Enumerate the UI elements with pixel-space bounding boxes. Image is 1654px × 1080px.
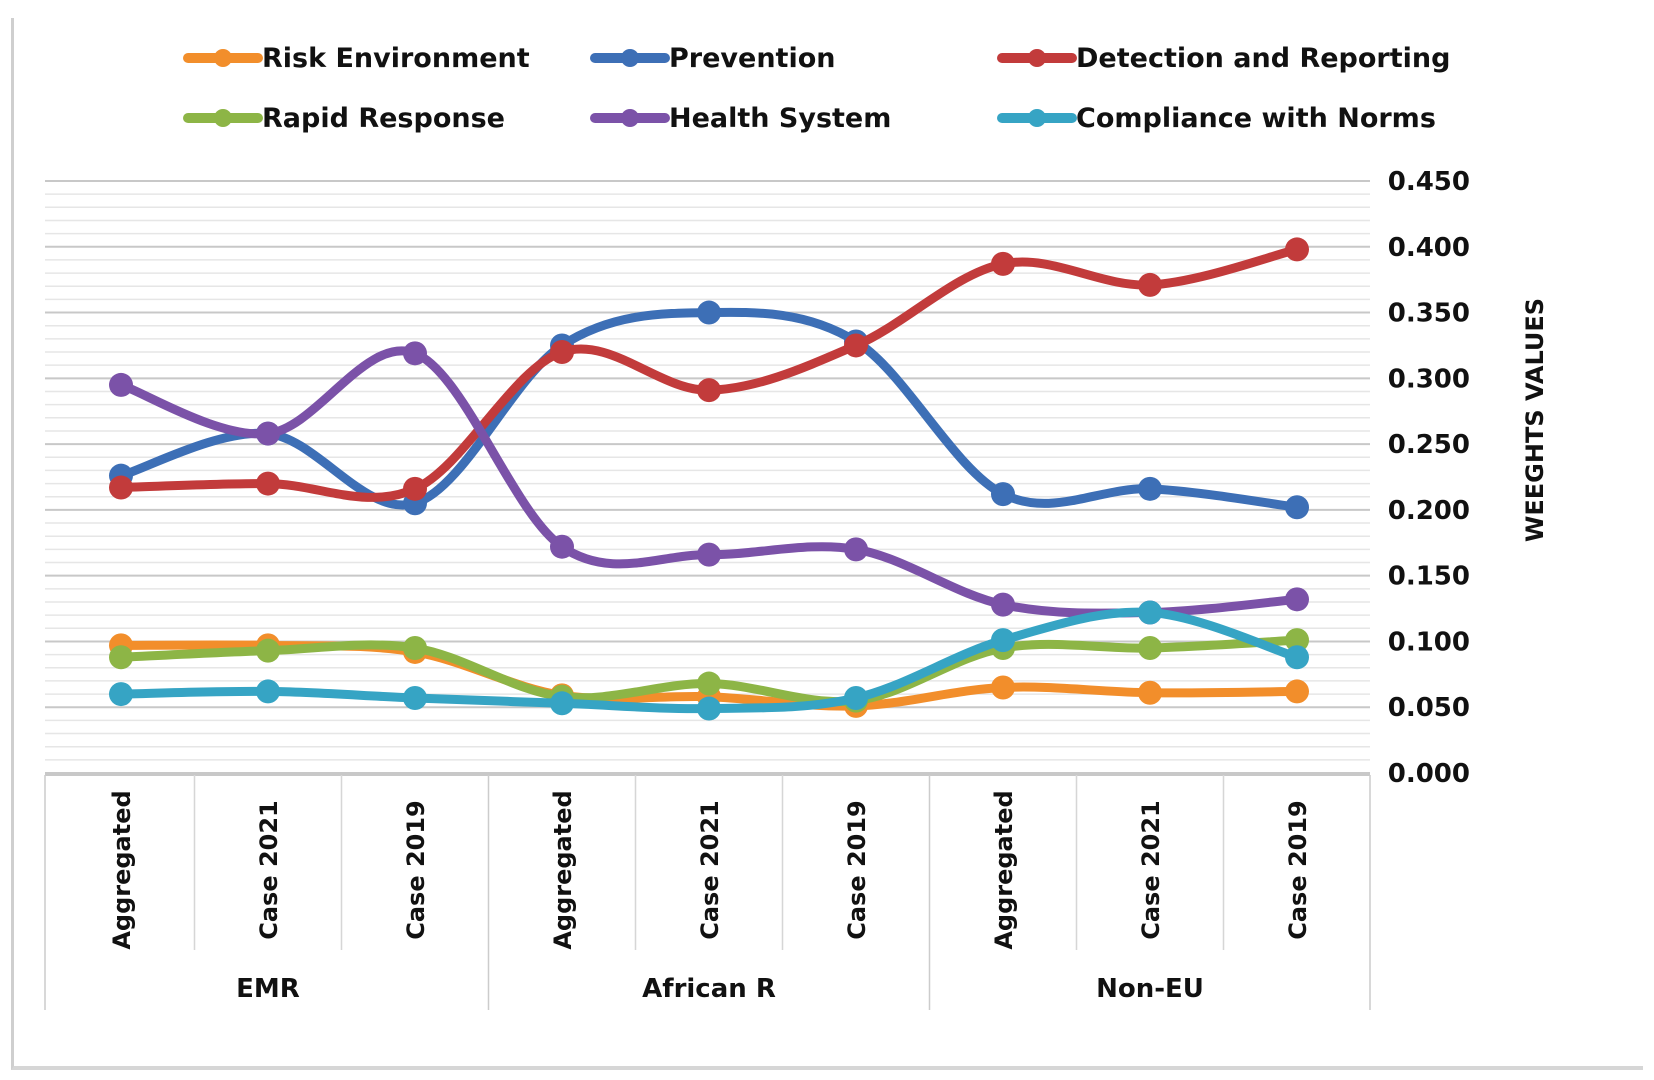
data-point[interactable] — [109, 682, 133, 707]
y-tick-label: 0.250 — [1388, 430, 1470, 460]
x-tick-label: Case 2019 — [1284, 800, 1312, 940]
y-tick-label: 0.000 — [1388, 759, 1470, 789]
y-tick-label: 0.100 — [1388, 627, 1470, 657]
data-point[interactable] — [1138, 600, 1162, 625]
y-tick-label: 0.200 — [1388, 496, 1470, 526]
data-point[interactable] — [256, 471, 280, 496]
data-point[interactable] — [403, 341, 427, 366]
legend-label: Risk Environment — [262, 43, 530, 74]
data-point[interactable] — [991, 251, 1015, 276]
data-point[interactable] — [256, 421, 280, 446]
legend-item-rapid-response: Rapid Response — [183, 103, 505, 134]
legend-swatch-marker — [214, 49, 232, 67]
data-point[interactable] — [697, 300, 721, 325]
series-line — [116, 307, 1302, 512]
group-label-non-eu: Non-EU — [1096, 974, 1204, 1004]
data-point[interactable] — [1285, 628, 1309, 653]
legend-swatch-marker — [1028, 49, 1046, 67]
legend-label: Compliance with Norms — [1076, 103, 1436, 134]
y-tick-label: 0.350 — [1388, 299, 1470, 329]
data-point[interactable] — [1138, 636, 1162, 661]
legend-swatch-marker — [214, 109, 232, 127]
legend-item-compliance-with-norms: Compliance with Norms — [997, 103, 1436, 134]
data-point[interactable] — [550, 340, 574, 365]
x-axis-categories: Aggregated Case 2021 Case 2019 Aggregated Ca… — [108, 790, 1312, 1004]
data-point[interactable] — [109, 372, 133, 397]
group-label-emr: EMR — [236, 974, 300, 1004]
data-point[interactable] — [550, 534, 574, 559]
x-tick-label: Case 2021 — [255, 800, 283, 940]
y-tick-label: 0.150 — [1388, 562, 1470, 592]
data-point[interactable] — [844, 333, 868, 358]
legend-label: Rapid Response — [262, 103, 505, 134]
x-tick-label: Aggregated — [549, 790, 577, 949]
x-tick-label: Aggregated — [108, 790, 136, 949]
legend-label: Prevention — [669, 43, 835, 74]
data-point[interactable] — [1285, 237, 1309, 262]
x-tick-label: Case 2019 — [843, 800, 871, 940]
data-point[interactable] — [403, 476, 427, 501]
legend-label: Detection and Reporting — [1076, 43, 1450, 74]
legend-swatch-marker — [1028, 109, 1046, 127]
data-point[interactable] — [697, 378, 721, 403]
series-detection-and-reporting — [109, 237, 1309, 502]
data-point[interactable] — [697, 671, 721, 696]
legend: Risk Environment Prevention Detection and … — [183, 43, 1450, 134]
data-point[interactable] — [403, 636, 427, 661]
x-tick-label: Aggregated — [990, 790, 1018, 949]
data-point[interactable] — [991, 482, 1015, 507]
data-point[interactable] — [109, 645, 133, 670]
legend-item-risk-environment: Risk Environment — [183, 43, 530, 74]
data-point[interactable] — [1138, 680, 1162, 705]
x-tick-label: Case 2019 — [402, 800, 430, 940]
data-point[interactable] — [256, 679, 280, 704]
data-point[interactable] — [1138, 476, 1162, 501]
legend-item-prevention: Prevention — [590, 43, 835, 74]
category-axis-box — [44, 774, 1371, 1010]
data-point[interactable] — [991, 675, 1015, 700]
legend-swatch-marker — [621, 49, 639, 67]
data-point[interactable] — [1285, 587, 1309, 612]
data-point[interactable] — [256, 638, 280, 663]
data-point[interactable] — [1285, 679, 1309, 704]
data-point[interactable] — [844, 686, 868, 711]
legend-item-detection-and-reporting: Detection and Reporting — [997, 43, 1450, 74]
legend-swatch-marker — [621, 109, 639, 127]
y-tick-label: 0.450 — [1388, 167, 1470, 197]
chart-frame — [11, 18, 1643, 1070]
data-point[interactable] — [109, 475, 133, 500]
data-point[interactable] — [991, 628, 1015, 653]
data-point[interactable] — [697, 696, 721, 721]
series-compliance-with-norms — [109, 600, 1309, 721]
data-point[interactable] — [1285, 495, 1309, 520]
data-point[interactable] — [403, 686, 427, 711]
y-axis-title: WEEGHTS VALUES — [1521, 298, 1549, 542]
x-tick-label: Case 2021 — [696, 800, 724, 940]
legend-item-health-system: Health System — [590, 103, 891, 134]
data-point[interactable] — [550, 691, 574, 716]
y-tick-label: 0.300 — [1388, 364, 1470, 394]
data-point[interactable] — [697, 542, 721, 567]
x-tick-label: Case 2021 — [1137, 800, 1165, 940]
data-point[interactable] — [1285, 645, 1309, 670]
legend-label: Health System — [669, 103, 891, 134]
data-point[interactable] — [1138, 272, 1162, 297]
y-axis-ticks: 0.000 0.050 0.100 0.150 0.200 0.250 0.300 0.350… — [1388, 167, 1470, 789]
data-point[interactable] — [844, 537, 868, 562]
group-label-african-r: African R — [642, 974, 776, 1004]
y-tick-label: 0.050 — [1388, 693, 1470, 723]
y-tick-label: 0.400 — [1388, 233, 1470, 263]
data-point[interactable] — [991, 592, 1015, 617]
series-lines — [109, 237, 1309, 721]
